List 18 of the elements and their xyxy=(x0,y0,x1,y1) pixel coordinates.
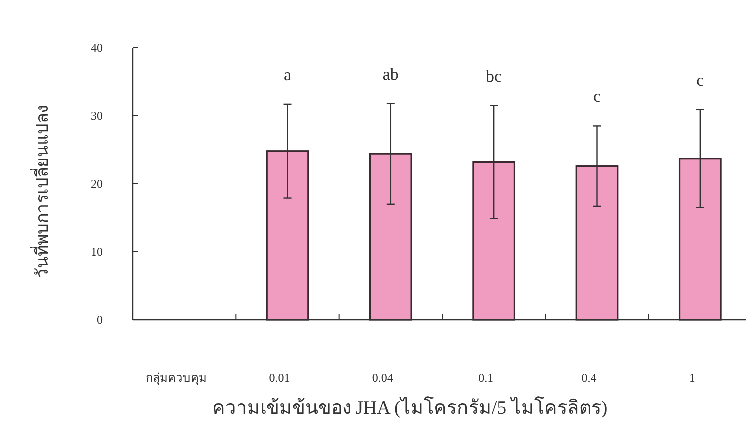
x-tick-label: 0.4 xyxy=(582,371,597,385)
x-tick-label: 0.1 xyxy=(478,371,494,385)
annotation: a xyxy=(284,65,292,84)
y-tick-label: 0 xyxy=(97,313,103,327)
annotation: c xyxy=(593,87,602,106)
x-tick-label: 0.04 xyxy=(372,371,394,385)
y-axis-title: วันที่พบการเปลี่ยนแปลง xyxy=(30,106,52,278)
y-tick-label: 40 xyxy=(91,41,103,55)
annotation: bc xyxy=(486,66,503,86)
y-tick-label: 30 xyxy=(91,109,103,123)
annotation: ab xyxy=(382,64,399,84)
y-tick-label: 10 xyxy=(91,245,103,259)
x-tick-label: 1 xyxy=(689,371,696,385)
annotation: c xyxy=(696,70,705,90)
x-axis-title: ความเข้มข้นของ JHA (ไมโครกรัม/5 ไมโครลิตร) xyxy=(212,396,608,419)
x-tick-label: กลุ่มควบคุม xyxy=(146,371,208,386)
y-tick-label: 20 xyxy=(91,177,103,191)
x-tick-label: 0.01 xyxy=(269,371,290,385)
